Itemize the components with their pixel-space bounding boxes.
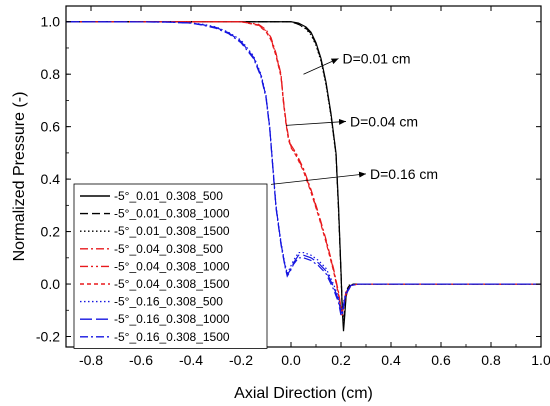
annotation-layer: D=0.01 cm D=0.04 cm D=0.16 cm — [270, 50, 438, 185]
legend-label: -5°_0.04_0.308_1500 — [114, 277, 230, 291]
y-tick-label: 0.2 — [41, 224, 61, 240]
annotation-label-3: D=0.16 cm — [370, 166, 438, 182]
x-tick-label: 0.6 — [431, 352, 451, 368]
series-layer — [66, 21, 541, 332]
y-tick-label: 0.4 — [41, 171, 61, 187]
x-tick-label: -0.8 — [79, 352, 103, 368]
legend-label: -5°_0.04_0.308_1000 — [114, 259, 230, 273]
legend: -5°_0.01_0.308_500 -5°_0.01_0.308_1000 -5°… — [73, 183, 268, 349]
y-tick-label: 1.0 — [41, 14, 61, 30]
series-line-8 — [66, 21, 541, 314]
x-tick-label: 0.8 — [481, 352, 501, 368]
series-line-3 — [66, 21, 541, 324]
series-line-9 — [66, 21, 541, 317]
y-tick-label: 0.8 — [41, 66, 61, 82]
plot-frame — [65, 5, 542, 348]
x-tick-label: 1.0 — [531, 352, 550, 368]
x-tick-label: -0.4 — [179, 352, 203, 368]
x-tick-label: 0.4 — [381, 352, 401, 368]
annotation-arrow — [285, 118, 347, 126]
y-tick-label: 0.6 — [41, 119, 61, 135]
x-tick-label: -0.6 — [129, 352, 153, 368]
legend-label: -5°_0.01_0.308_1500 — [114, 224, 230, 238]
legend-label: -5°_0.01_0.308_500 — [114, 189, 223, 203]
legend-label: -5°_0.16_0.308_1500 — [114, 330, 230, 344]
legend-label: -5°_0.16_0.308_500 — [114, 295, 223, 309]
y-tick-label: 0.0 — [41, 276, 61, 292]
legend-label: -5°_0.04_0.308_500 — [114, 242, 223, 256]
tick-layer: -0.8 -0.6 -0.4 -0.2 0.0 0.2 0.4 0.6 0.8 1.0 -0.2 0.… — [36, 6, 550, 368]
y-tick-label: -0.2 — [36, 329, 60, 345]
annotation-arrow — [303, 58, 339, 75]
annotation-label-2: D=0.04 cm — [350, 113, 418, 129]
y-axis-title: Normalized Pressure (-) — [11, 92, 28, 262]
legend-label: -5°_0.01_0.308_1000 — [114, 207, 230, 221]
x-tick-label: 0.0 — [281, 352, 301, 368]
annotation-label-1: D=0.01 cm — [343, 50, 411, 66]
x-tick-label: -0.2 — [229, 352, 253, 368]
x-axis-title: Axial Direction (cm) — [234, 385, 373, 402]
x-tick-label: 0.2 — [331, 352, 351, 368]
legend-label: -5°_0.16_0.308_1000 — [114, 312, 230, 326]
annotation-arrow — [270, 171, 367, 185]
